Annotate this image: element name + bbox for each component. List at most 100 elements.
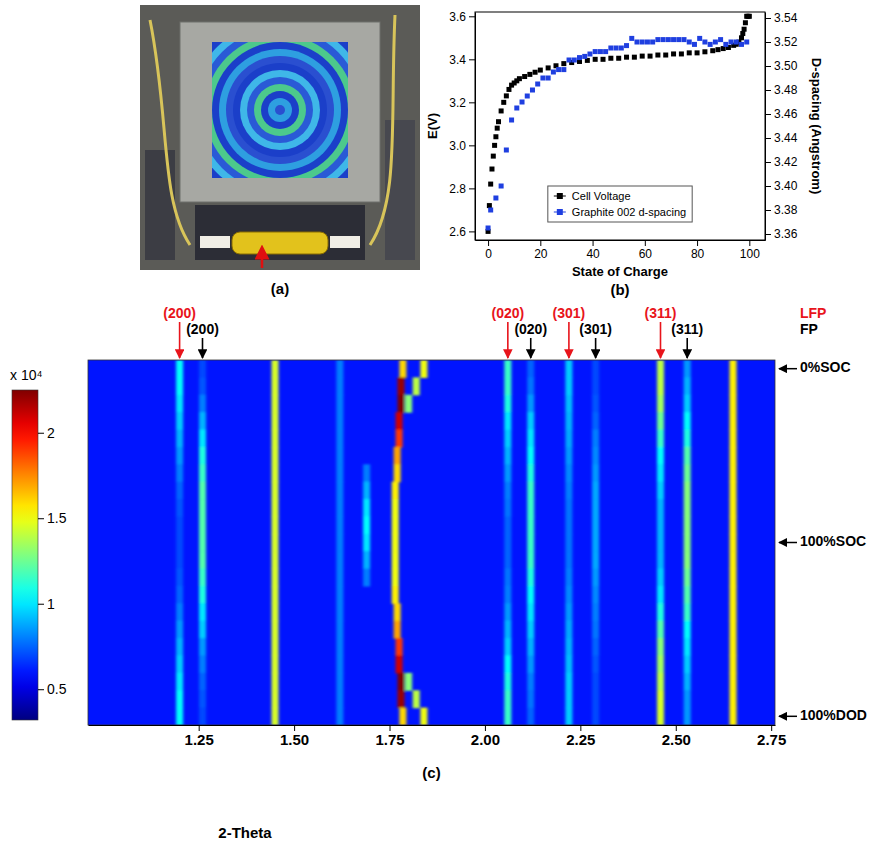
tick-mark <box>38 433 44 434</box>
data-point <box>634 40 639 45</box>
heatmap-cell <box>336 655 343 673</box>
heatmap-cell <box>272 551 279 569</box>
data-point <box>676 37 681 42</box>
heatmap-cell <box>272 638 279 656</box>
peak-arrow <box>202 338 204 358</box>
heatmap-cell <box>684 603 691 621</box>
plot-area <box>88 360 775 725</box>
legend: Cell VoltageGraphite 002 d-spacing <box>548 186 692 222</box>
legend-line <box>554 196 566 197</box>
heatmap-cell <box>392 499 399 517</box>
diffraction-ring <box>226 56 334 164</box>
diffraction-ring <box>261 91 299 129</box>
heatmap-cell <box>592 638 599 656</box>
tick: 2 <box>38 425 55 441</box>
heatmap-cell <box>684 464 691 482</box>
heatmap-cell <box>504 534 511 552</box>
heatmap-cell <box>684 621 691 639</box>
peak-arrow <box>595 338 597 358</box>
clip-right <box>330 236 360 248</box>
peak-arrow <box>507 322 509 358</box>
heatmap-cell <box>527 482 534 500</box>
heatmap-cell <box>396 655 403 673</box>
data-point <box>577 55 582 60</box>
heatmap-cell <box>336 621 343 639</box>
heatmap-cell <box>592 708 599 725</box>
heatmap-cell <box>392 551 399 569</box>
tick-label: 2.25 <box>566 731 595 748</box>
tick-label: 20 <box>534 247 548 261</box>
data-point <box>682 37 687 42</box>
heatmap-cell <box>527 673 534 691</box>
heatmap-cell <box>730 430 737 448</box>
stage <box>195 205 365 260</box>
heatmap-cell <box>504 638 511 656</box>
legend-box <box>548 186 692 222</box>
tick: 1.75 <box>375 725 404 748</box>
heatmap-cell <box>730 395 737 413</box>
heatmap-cell <box>592 395 599 413</box>
heatmap-cell <box>684 430 691 448</box>
heatmap-cell <box>657 360 664 378</box>
peak-label: (200) <box>163 305 196 321</box>
heatmap-cell <box>397 690 404 708</box>
heatmap-cell <box>730 447 737 465</box>
heatmap-cell <box>565 412 572 430</box>
heatmap-cell <box>565 655 572 673</box>
data-point <box>546 76 551 81</box>
heatmap-cell <box>176 534 183 552</box>
data-point <box>679 51 684 56</box>
diffraction-ring <box>212 42 348 178</box>
data-point <box>556 67 561 72</box>
data-point <box>514 106 519 111</box>
heatmap-cell <box>199 621 206 639</box>
heatmap-cell <box>336 360 343 378</box>
heatmap-cell <box>657 673 664 691</box>
tick-label: 3.42 <box>774 155 798 169</box>
heatmap-cell <box>363 534 370 552</box>
heatmap-cell <box>504 708 511 725</box>
tick: 3.44 <box>765 131 798 145</box>
diffraction-ring <box>254 84 306 136</box>
panel-label: (c) <box>422 764 440 781</box>
heatmap-cell <box>504 673 511 691</box>
data-point <box>504 93 509 98</box>
plot-frame <box>88 360 775 725</box>
data-point <box>608 46 613 51</box>
data-point <box>743 20 748 25</box>
peak-label: (311) <box>645 305 677 321</box>
heatmap-cell <box>504 569 511 587</box>
heatmap-cell <box>657 603 664 621</box>
heatmap-cell <box>527 430 534 448</box>
heatmap-cell <box>272 708 279 725</box>
heatmap-cell <box>565 430 572 448</box>
heatmap-cell <box>527 690 534 708</box>
tick: 100 <box>740 240 760 261</box>
data-point <box>603 49 608 54</box>
tick-mark <box>488 240 489 246</box>
data-point <box>661 37 666 42</box>
heatmap-cell <box>336 690 343 708</box>
data-point <box>624 43 629 48</box>
heatmap-cell <box>199 534 206 552</box>
heatmap-cell <box>199 499 206 517</box>
heatmap-cell <box>504 464 511 482</box>
peak-trace <box>176 360 183 725</box>
axis-title: E(V) <box>425 113 440 139</box>
tick-label: 2.8 <box>449 182 466 196</box>
heatmap-cell <box>272 499 279 517</box>
heatmap-cell <box>730 673 737 691</box>
tick: 3.0 <box>449 139 475 153</box>
heatmap-cell <box>199 586 206 604</box>
tick-mark <box>765 66 771 67</box>
heatmap-cell <box>363 516 370 534</box>
heatmap-cell <box>527 586 534 604</box>
axis: 3.363.383.403.423.443.463.483.503.523.54 <box>765 11 798 241</box>
tick-label: 3.50 <box>774 59 798 73</box>
data-point <box>491 154 496 159</box>
tick-label: 3.38 <box>774 203 798 217</box>
heatmap-cell <box>657 447 664 465</box>
heatmap-cell <box>565 673 572 691</box>
heatmap-cell <box>592 482 599 500</box>
heatmap-cell <box>199 603 206 621</box>
